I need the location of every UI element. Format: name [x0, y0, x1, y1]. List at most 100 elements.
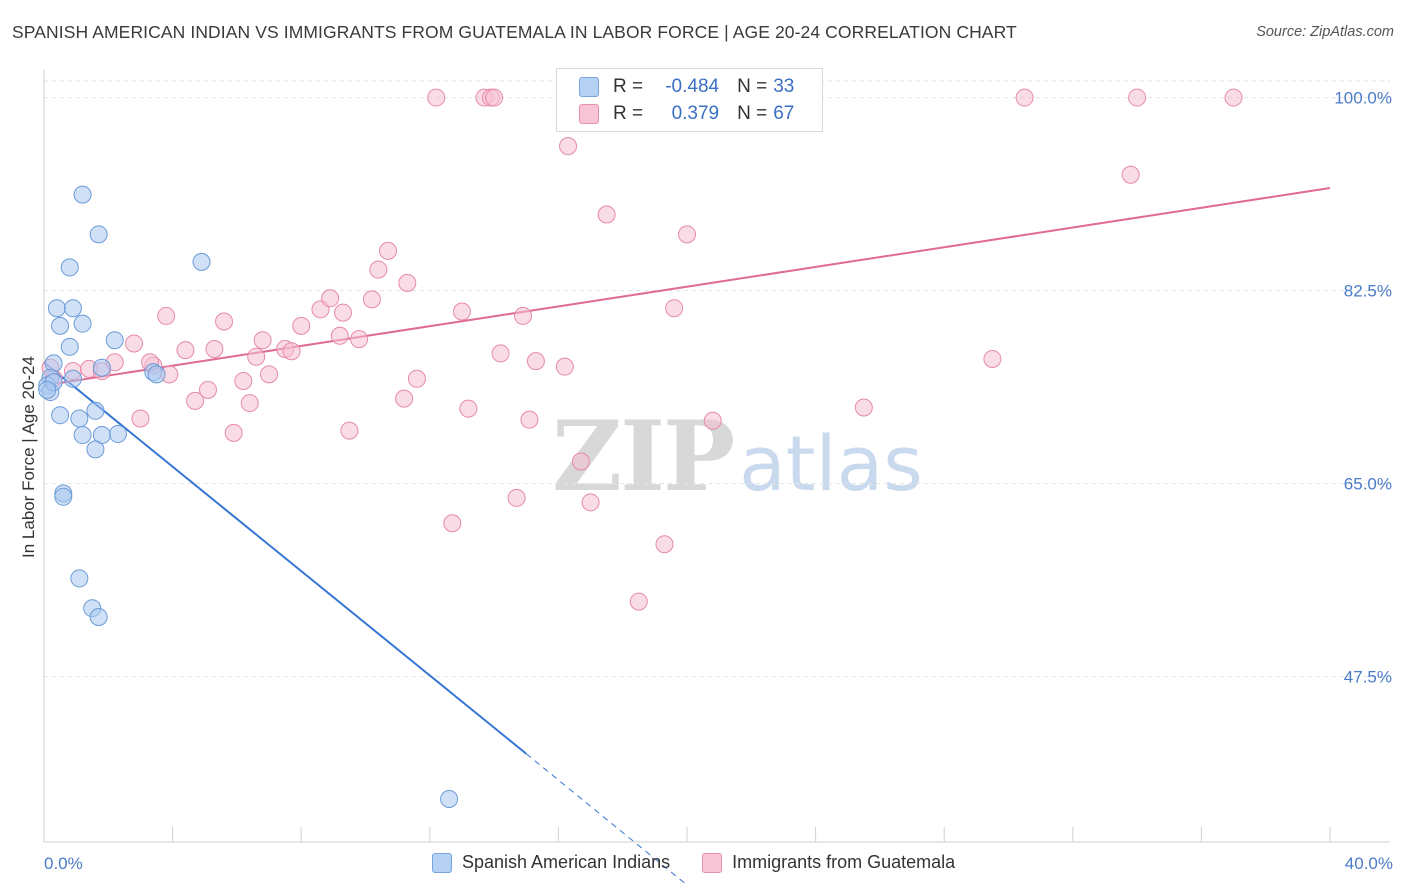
series-legend: Spanish American Indians Immigrants from…	[432, 852, 987, 873]
legend-n-label: N =	[737, 103, 768, 124]
point-immigrant-guatemala	[507, 488, 526, 507]
point-immigrant-guatemala	[629, 592, 648, 611]
legend-label-immigrants-guatemala: Immigrants from Guatemala	[732, 852, 956, 872]
point-immigrant-guatemala	[362, 290, 381, 309]
point-immigrant-guatemala	[571, 452, 590, 471]
point-spanish-american-indian	[92, 358, 111, 377]
point-immigrant-guatemala	[559, 137, 578, 156]
point-immigrant-guatemala	[514, 306, 533, 325]
legend-r-label: R =	[613, 103, 644, 124]
point-spanish-american-indian	[38, 380, 57, 399]
y-tick-label: 100.0%	[1334, 89, 1392, 108]
point-spanish-american-indian	[63, 299, 82, 318]
y-tick-label: 65.0%	[1344, 475, 1392, 494]
point-immigrant-guatemala	[854, 398, 873, 417]
x-tick-label: 0.0%	[44, 854, 83, 873]
point-spanish-american-indian	[70, 569, 89, 588]
point-immigrant-guatemala	[234, 372, 253, 391]
point-immigrant-guatemala	[485, 88, 504, 107]
point-immigrant-guatemala	[247, 347, 266, 366]
y-axis-title: In Labor Force | Age 20-24	[19, 356, 38, 558]
point-immigrant-guatemala	[491, 344, 510, 363]
point-spanish-american-indian	[60, 258, 79, 277]
point-immigrant-guatemala	[157, 306, 176, 325]
point-immigrant-guatemala	[253, 331, 272, 350]
legend-swatch-pink	[702, 852, 723, 873]
point-spanish-american-indian	[73, 426, 92, 445]
trend-line-extension-dashed	[525, 753, 688, 886]
point-immigrant-guatemala	[379, 241, 398, 260]
point-spanish-american-indian	[89, 225, 108, 244]
point-spanish-american-indian	[192, 252, 211, 271]
y-tick-label: 47.5%	[1344, 668, 1392, 687]
point-immigrant-guatemala	[1121, 165, 1140, 184]
point-immigrant-guatemala	[333, 303, 352, 322]
point-immigrant-guatemala	[459, 399, 478, 418]
point-immigrant-guatemala	[555, 357, 574, 376]
legend-item-spanish-american-indians[interactable]: Spanish American Indians	[432, 852, 670, 873]
point-immigrant-guatemala	[1224, 88, 1243, 107]
point-immigrant-guatemala	[125, 334, 144, 353]
point-immigrant-guatemala	[321, 289, 340, 308]
watermark-atlas: atlas	[739, 419, 923, 508]
source-credit: Source: ZipAtlas.com	[1256, 24, 1394, 40]
legend-n-label: N =	[737, 76, 768, 97]
point-immigrant-guatemala	[215, 312, 234, 331]
legend-row-spanish-american-indians: R = -0.484 N = 33	[579, 74, 794, 100]
point-immigrant-guatemala	[443, 514, 462, 533]
legend-swatch-blue	[432, 852, 452, 873]
point-immigrant-guatemala	[292, 316, 311, 335]
point-immigrant-guatemala	[369, 260, 388, 279]
point-spanish-american-indian	[47, 299, 66, 318]
point-spanish-american-indian	[63, 369, 82, 388]
point-immigrant-guatemala	[520, 410, 539, 429]
trend-lines	[43, 187, 1331, 886]
point-immigrant-guatemala	[330, 326, 349, 345]
point-immigrant-guatemala	[983, 349, 1002, 368]
point-immigrant-guatemala	[581, 493, 600, 512]
point-immigrant-guatemala	[186, 391, 205, 410]
point-immigrant-guatemala	[452, 302, 471, 321]
point-spanish-american-indian	[86, 440, 105, 459]
point-immigrant-guatemala	[703, 411, 722, 430]
legend-r-label: R =	[613, 76, 644, 97]
x-tick-label: 40.0%	[1345, 854, 1393, 873]
correlation-legend: R = -0.484 N = 33 R = 0.379 N = 67	[556, 68, 823, 132]
point-immigrant-guatemala	[340, 421, 359, 440]
point-spanish-american-indian	[147, 365, 166, 384]
point-spanish-american-indian	[73, 314, 92, 333]
point-spanish-american-indian	[89, 608, 108, 627]
point-immigrant-guatemala	[398, 273, 417, 292]
point-immigrant-guatemala	[131, 409, 150, 428]
point-spanish-american-indian	[73, 185, 92, 204]
point-spanish-american-indian	[70, 409, 89, 428]
point-immigrant-guatemala	[176, 341, 195, 360]
trend-line-immigrants-guatemala	[43, 187, 1331, 387]
point-immigrant-guatemala	[198, 380, 217, 399]
legend-swatch-pink	[579, 104, 599, 124]
legend-item-immigrants-guatemala[interactable]: Immigrants from Guatemala	[702, 852, 955, 873]
legend-r-value: -0.484	[665, 76, 720, 97]
legend-swatch-blue	[579, 77, 599, 97]
point-immigrant-guatemala	[678, 225, 696, 244]
axis-labels: 100.0% 82.5% 65.0% 47.5% 0.0% 40.0% In Labor F…	[19, 89, 1393, 873]
point-immigrant-guatemala	[526, 352, 545, 371]
point-immigrant-guatemala	[205, 340, 224, 359]
chart-title: SPANISH AMERICAN INDIAN VS IMMIGRANTS FR…	[12, 22, 1017, 42]
point-spanish-american-indian	[105, 331, 124, 350]
point-spanish-american-indian	[51, 406, 70, 425]
point-immigrant-guatemala	[240, 394, 259, 413]
point-immigrant-guatemala	[395, 389, 414, 408]
point-immigrant-guatemala	[427, 88, 446, 107]
point-immigrant-guatemala	[665, 299, 684, 318]
trend-line-spanish-american-indians	[43, 361, 527, 755]
point-spanish-american-indian	[86, 401, 105, 420]
point-immigrant-guatemala	[655, 535, 674, 554]
point-immigrant-guatemala	[407, 369, 426, 388]
point-immigrant-guatemala	[1015, 88, 1034, 107]
data-points	[38, 88, 1243, 808]
point-immigrant-guatemala	[260, 365, 279, 384]
point-immigrant-guatemala	[224, 423, 243, 442]
legend-r-value: 0.379	[671, 103, 720, 124]
